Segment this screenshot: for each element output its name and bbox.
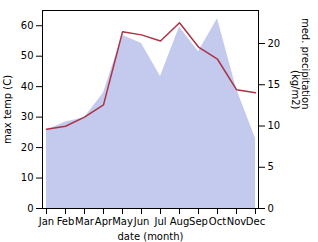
svg-text:Oct: Oct [209,216,226,227]
svg-text:50: 50 [21,50,34,61]
svg-text:40: 40 [21,81,34,92]
svg-text:20: 20 [21,142,34,153]
svg-text:15: 15 [268,79,281,90]
svg-text:10: 10 [21,172,34,183]
svg-text:Jun: Jun [133,216,150,227]
svg-text:30: 30 [21,111,34,122]
svg-text:5: 5 [268,161,274,172]
svg-text:Jan: Jan [38,216,54,227]
svg-text:Jul: Jul [153,216,166,227]
svg-text:med. precipitation(kg/m2): med. precipitation(kg/m2) [290,18,311,110]
svg-text:20: 20 [268,38,281,49]
svg-text:Mar: Mar [75,216,95,227]
svg-text:Aug: Aug [170,216,190,227]
svg-text:Sep: Sep [189,216,208,227]
svg-text:Dec: Dec [246,216,265,227]
svg-text:date (month): date (month) [118,231,184,242]
svg-text:Feb: Feb [57,216,75,227]
svg-text:10: 10 [268,120,281,131]
svg-text:Nov: Nov [227,216,247,227]
svg-text:0: 0 [268,203,274,214]
svg-text:60: 60 [21,20,34,31]
svg-text:May: May [112,216,133,227]
svg-text:0: 0 [27,203,33,214]
svg-text:max temp (C): max temp (C) [2,75,13,144]
svg-text:Apr: Apr [95,216,113,227]
